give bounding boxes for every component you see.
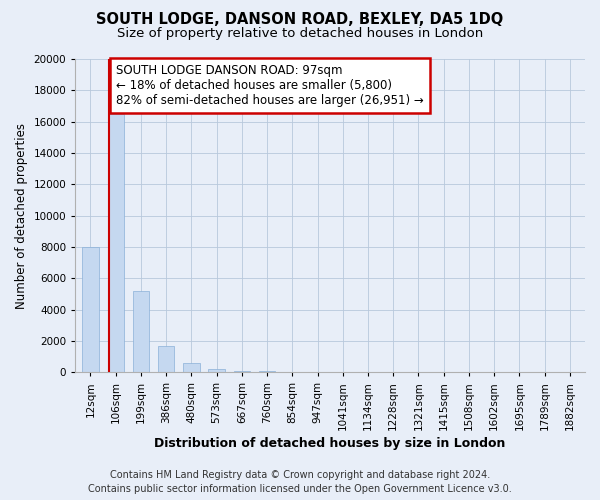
Text: Size of property relative to detached houses in London: Size of property relative to detached ho… (117, 28, 483, 40)
Bar (82, 247, 98, 372)
Bar (233, 370, 250, 372)
Text: SOUTH LODGE DANSON ROAD: 97sqm
← 18% of detached houses are smaller (5,800)
82% : SOUTH LODGE DANSON ROAD: 97sqm ← 18% of … (116, 64, 424, 106)
Text: Contains HM Land Registry data © Crown copyright and database right 2024.
Contai: Contains HM Land Registry data © Crown c… (88, 470, 512, 494)
Bar (107, 114, 124, 372)
Bar (133, 291, 149, 372)
Y-axis label: Number of detached properties: Number of detached properties (15, 122, 28, 308)
Bar (208, 369, 225, 372)
Text: SOUTH LODGE, DANSON ROAD, BEXLEY, DA5 1DQ: SOUTH LODGE, DANSON ROAD, BEXLEY, DA5 1D… (97, 12, 503, 28)
Bar (158, 346, 175, 372)
X-axis label: Distribution of detached houses by size in London: Distribution of detached houses by size … (154, 437, 506, 450)
Bar (183, 363, 200, 372)
